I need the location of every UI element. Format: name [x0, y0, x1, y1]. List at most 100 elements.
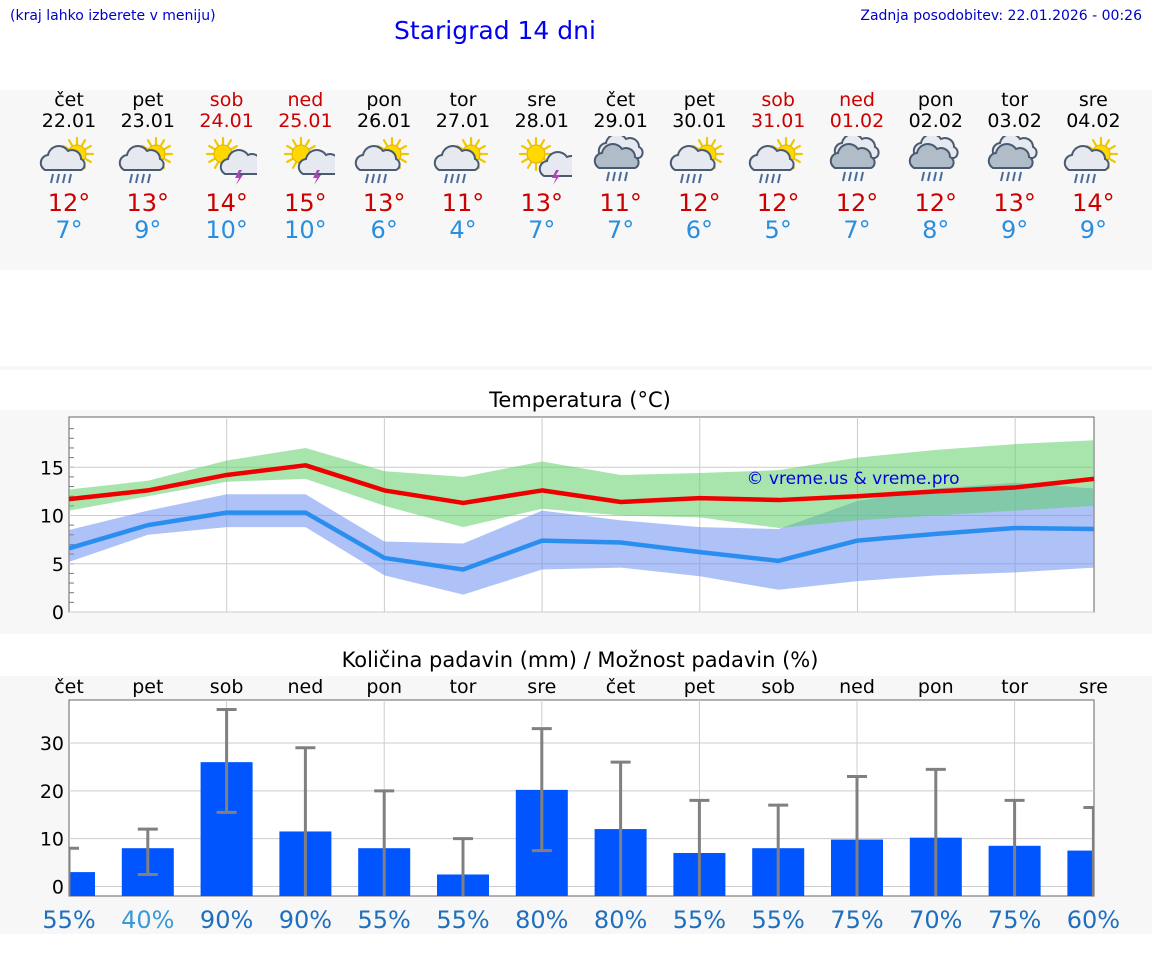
- day-date: 31.01: [750, 110, 806, 132]
- day-column: ned 01.02 12° 7°: [817, 90, 897, 244]
- min-temperature: 7°: [528, 216, 556, 244]
- temperature-chart-title: Temperatura (°C): [489, 388, 671, 412]
- day-column: sre 28.01 13° 7°: [502, 90, 582, 244]
- precipitation-probability: 60%: [1067, 906, 1120, 934]
- y-tick-label: 0: [52, 602, 64, 624]
- x-tick-label: čet: [54, 676, 84, 698]
- precipitation-chart-title: Količina padavin (mm) / Možnost padavin …: [341, 648, 819, 672]
- precipitation-probability: 55%: [42, 906, 95, 934]
- min-temperature: 5°: [764, 216, 792, 244]
- max-temperature: 12°: [678, 189, 721, 217]
- x-tick-label: čet: [606, 676, 636, 698]
- day-column: čet 29.01 11° 7°: [581, 90, 661, 244]
- day-column: pon 02.02 12° 8°: [896, 90, 976, 244]
- day-column: tor 03.02 13° 9°: [975, 90, 1055, 244]
- y-tick-label: 5: [52, 554, 64, 576]
- day-date: 03.02: [987, 110, 1042, 132]
- max-temperature: 12°: [835, 189, 879, 217]
- max-temperature: 14°: [1072, 189, 1115, 217]
- sun-thunder-icon: [518, 136, 572, 185]
- min-temperature: 9°: [1000, 216, 1029, 244]
- cloud-rain-icon: [593, 136, 644, 182]
- max-temperature: 13°: [362, 189, 406, 217]
- x-tick-label: tor: [450, 676, 477, 698]
- x-tick-label: tor: [1001, 676, 1028, 698]
- precipitation-probability: 55%: [358, 906, 411, 934]
- day-date: 27.01: [435, 110, 491, 132]
- min-temperature: 9°: [134, 216, 162, 244]
- day-name: pon: [366, 89, 403, 111]
- precipitation-probability: 90%: [200, 906, 253, 934]
- x-tick-label: pon: [918, 676, 954, 698]
- sun-cloud-rain-icon: [1064, 136, 1119, 184]
- precipitation-probability: 80%: [594, 906, 647, 934]
- precipitation-probability: 75%: [988, 906, 1041, 934]
- max-temperature: 13°: [126, 189, 170, 217]
- day-column: sre 04.02 14° 9°: [1053, 90, 1133, 244]
- max-temperature: 11°: [599, 189, 642, 217]
- min-temperature: 6°: [370, 216, 398, 244]
- x-tick-label: ned: [288, 676, 324, 698]
- day-name: sre: [527, 89, 557, 111]
- y-tick-label: 15: [40, 457, 64, 479]
- day-date: 01.02: [829, 110, 885, 132]
- max-temperature: 13°: [993, 189, 1036, 217]
- day-name: ned: [287, 89, 324, 111]
- sun-cloud-rain-icon: [749, 136, 804, 184]
- precipitation-probability: 55%: [436, 906, 489, 934]
- min-temperature: 9°: [1079, 216, 1108, 244]
- x-tick-label: sre: [1079, 676, 1108, 698]
- bars: [69, 708, 1094, 896]
- day-column: pet 23.01 13° 9°: [108, 90, 188, 244]
- max-temperature: 14°: [205, 189, 248, 217]
- day-date: 29.01: [593, 110, 648, 132]
- precipitation-probability: 80%: [515, 906, 568, 934]
- min-temperature: 4°: [449, 216, 477, 244]
- precipitation-bar: [1067, 850, 1094, 896]
- day-column: sob 31.01 12° 5°: [738, 90, 818, 244]
- sun-cloud-rain-icon: [670, 136, 725, 184]
- location-hint: (kraj lahko izberete v meniju): [10, 8, 216, 24]
- min-temperature: 6°: [685, 216, 714, 244]
- precipitation-probability: 70%: [909, 906, 962, 934]
- min-temperature: 7°: [606, 216, 635, 244]
- last-update: Zadnja posodobitev: 22.01.2026 - 00:26: [860, 8, 1142, 24]
- x-tick-label: sob: [210, 676, 244, 698]
- max-temperature: 12°: [47, 189, 91, 217]
- temperature-chart: 0 5 10 15 © vreme.us & vreme.pro: [40, 416, 1095, 624]
- day-column: ned 25.01 15° 10°: [265, 90, 345, 244]
- day-date: 26.01: [356, 110, 412, 132]
- min-temperature-line: [68, 510, 1095, 572]
- x-tick-label: pet: [132, 676, 163, 698]
- day-name: tor: [449, 89, 477, 111]
- min-temperature: 7°: [843, 216, 871, 244]
- day-column: pon 26.01 13° 6°: [344, 90, 424, 244]
- sun-cloud-rain-icon: [118, 136, 173, 184]
- day-name: pon: [917, 89, 954, 111]
- day-name: tor: [1001, 89, 1029, 111]
- day-name: čet: [54, 89, 84, 111]
- max-temperature: 15°: [284, 189, 327, 217]
- y-tick-label: 30: [40, 733, 64, 755]
- max-range-band: [69, 440, 1094, 529]
- day-name: sob: [761, 89, 795, 111]
- watermark: © vreme.us & vreme.pro: [746, 469, 959, 489]
- sun-cloud-thunder-icon: [284, 136, 336, 185]
- day-date: 24.01: [199, 110, 254, 132]
- day-column: tor 27.01 11° 4°: [423, 90, 503, 244]
- sun-cloud-rain-icon: [39, 136, 95, 184]
- y-tick-label: 0: [52, 876, 64, 898]
- y-tick-label: 10: [40, 829, 64, 851]
- x-tick-label: pet: [684, 676, 715, 698]
- daily-forecast-strip: čet 22.01 12° 7° pet 23.01 13° 9° sob 24.01 14° 10°…: [0, 90, 1152, 270]
- day-date: 22.01: [41, 110, 97, 132]
- day-name: pet: [132, 89, 164, 111]
- min-temperature: 8°: [922, 216, 950, 244]
- precipitation-bar: [69, 872, 95, 896]
- y-tick-label: 10: [40, 506, 64, 528]
- day-name: sob: [209, 89, 244, 111]
- day-column: čet 22.01 12° 7°: [29, 90, 109, 244]
- day-date: 02.02: [908, 110, 963, 132]
- precipitation-chart: 0 10 20 30 čet pet sob ned pon tor sre čet pet sob ned…: [40, 676, 1120, 934]
- precipitation-probability: 55%: [752, 906, 805, 934]
